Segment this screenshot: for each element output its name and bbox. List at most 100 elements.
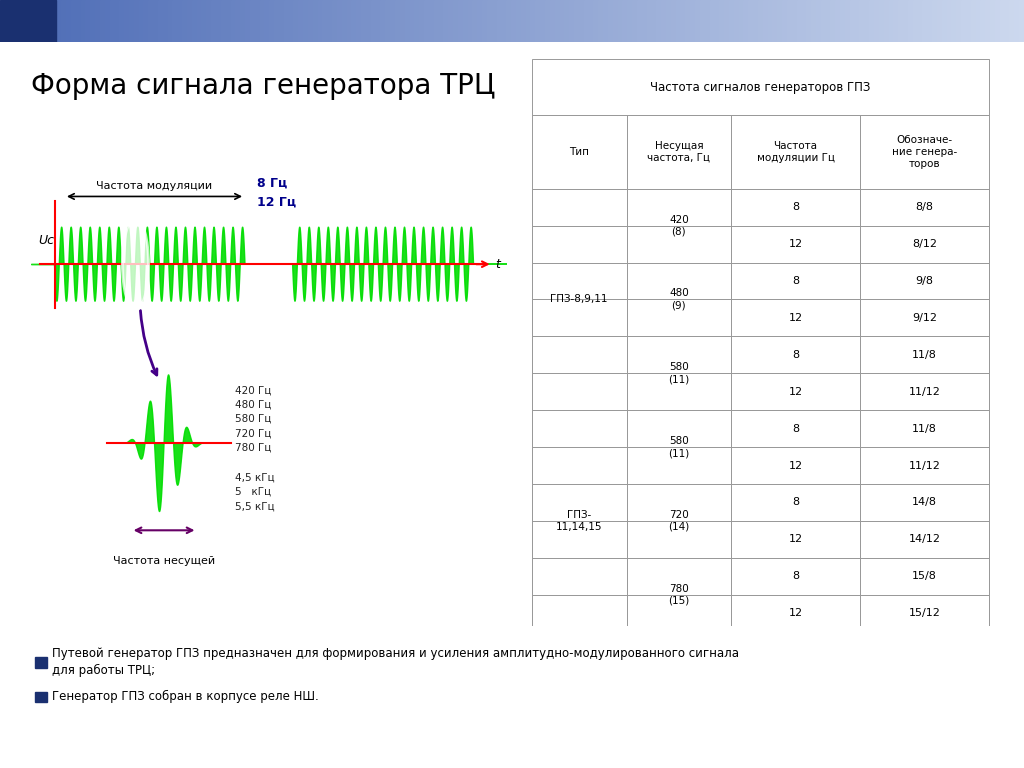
Bar: [458, 0, 464, 42]
Bar: [884, 0, 890, 42]
Bar: [840, 0, 846, 42]
Bar: [250, 0, 256, 42]
Bar: [768, 0, 773, 42]
Text: 420
(8): 420 (8): [669, 214, 689, 237]
Bar: [487, 0, 493, 42]
Bar: [731, 558, 860, 594]
Text: 11/12: 11/12: [908, 387, 940, 397]
Bar: [918, 0, 924, 42]
Text: 8: 8: [792, 424, 799, 434]
Bar: [753, 0, 759, 42]
Bar: [715, 0, 720, 42]
Bar: [627, 447, 731, 484]
Bar: [81, 0, 86, 42]
Bar: [860, 484, 989, 521]
Bar: [216, 0, 222, 42]
Bar: [531, 59, 989, 115]
Bar: [731, 300, 860, 336]
Bar: [860, 521, 989, 558]
Bar: [177, 0, 183, 42]
Bar: [860, 594, 989, 631]
Bar: [419, 0, 425, 42]
Bar: [990, 0, 996, 42]
Text: Частота модуляции: Частота модуляции: [96, 180, 213, 190]
Bar: [569, 0, 575, 42]
Bar: [434, 0, 439, 42]
Text: 8 Гц: 8 Гц: [257, 176, 287, 189]
Bar: [323, 0, 329, 42]
Text: 11/8: 11/8: [912, 349, 937, 359]
Text: 12: 12: [788, 608, 803, 618]
Bar: [946, 0, 952, 42]
Bar: [811, 0, 817, 42]
Text: Частота
модуляции Гц: Частота модуляции Гц: [757, 141, 835, 163]
Text: 8: 8: [792, 276, 799, 286]
Text: 14/12: 14/12: [908, 535, 940, 545]
Bar: [119, 0, 125, 42]
Bar: [731, 226, 860, 263]
Bar: [731, 300, 860, 336]
Bar: [531, 189, 627, 410]
Bar: [860, 410, 989, 447]
Bar: [404, 0, 411, 42]
Bar: [731, 447, 860, 484]
Bar: [666, 0, 672, 42]
Bar: [860, 300, 989, 336]
Bar: [646, 0, 652, 42]
Bar: [56, 0, 62, 42]
Bar: [860, 373, 989, 410]
Bar: [976, 0, 981, 42]
Bar: [731, 521, 860, 558]
Bar: [627, 336, 731, 410]
Bar: [579, 0, 585, 42]
Bar: [463, 0, 469, 42]
Bar: [328, 0, 333, 42]
Bar: [550, 0, 556, 42]
Bar: [531, 484, 627, 521]
Bar: [695, 0, 700, 42]
Bar: [627, 189, 731, 263]
Bar: [731, 558, 860, 594]
Bar: [66, 0, 72, 42]
Bar: [763, 0, 769, 42]
Bar: [860, 189, 989, 226]
Text: 580
(11): 580 (11): [669, 436, 689, 458]
Text: 780
(15): 780 (15): [669, 584, 689, 606]
Bar: [937, 0, 943, 42]
Bar: [143, 0, 150, 42]
Bar: [662, 0, 667, 42]
Bar: [541, 0, 546, 42]
Bar: [76, 0, 82, 42]
Bar: [1015, 0, 1020, 42]
Bar: [860, 263, 989, 300]
Bar: [163, 0, 169, 42]
Bar: [1019, 0, 1024, 42]
Bar: [656, 0, 663, 42]
Bar: [245, 0, 251, 42]
Bar: [749, 0, 754, 42]
Bar: [148, 0, 154, 42]
Text: 12: 12: [788, 313, 803, 323]
Bar: [860, 336, 989, 373]
Bar: [453, 0, 459, 42]
Bar: [202, 0, 207, 42]
Bar: [860, 521, 989, 558]
Bar: [903, 0, 909, 42]
Bar: [531, 410, 627, 447]
Bar: [627, 484, 731, 558]
Text: Несущая
частота, Гц: Несущая частота, Гц: [647, 141, 711, 163]
Bar: [472, 0, 478, 42]
Text: Путевой генератор ГПЗ предназначен для формирования и усиления амплитудно-модули: Путевой генератор ГПЗ предназначен для ф…: [51, 647, 738, 677]
Bar: [531, 521, 627, 558]
Bar: [825, 0, 831, 42]
Bar: [303, 0, 309, 42]
Bar: [424, 0, 430, 42]
Bar: [860, 484, 989, 521]
Bar: [731, 447, 860, 484]
Bar: [860, 447, 989, 484]
Bar: [284, 0, 290, 42]
Bar: [593, 0, 599, 42]
Bar: [928, 0, 933, 42]
Bar: [129, 0, 135, 42]
Bar: [138, 0, 144, 42]
